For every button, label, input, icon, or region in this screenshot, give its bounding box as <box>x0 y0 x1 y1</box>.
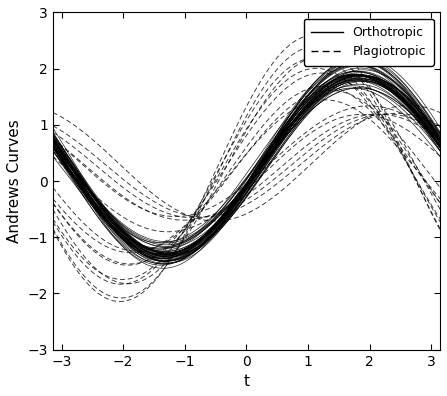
Legend: Orthotropic, Plagiotropic: Orthotropic, Plagiotropic <box>304 19 434 66</box>
X-axis label: t: t <box>244 374 249 389</box>
Y-axis label: Andrews Curves: Andrews Curves <box>7 119 22 243</box>
